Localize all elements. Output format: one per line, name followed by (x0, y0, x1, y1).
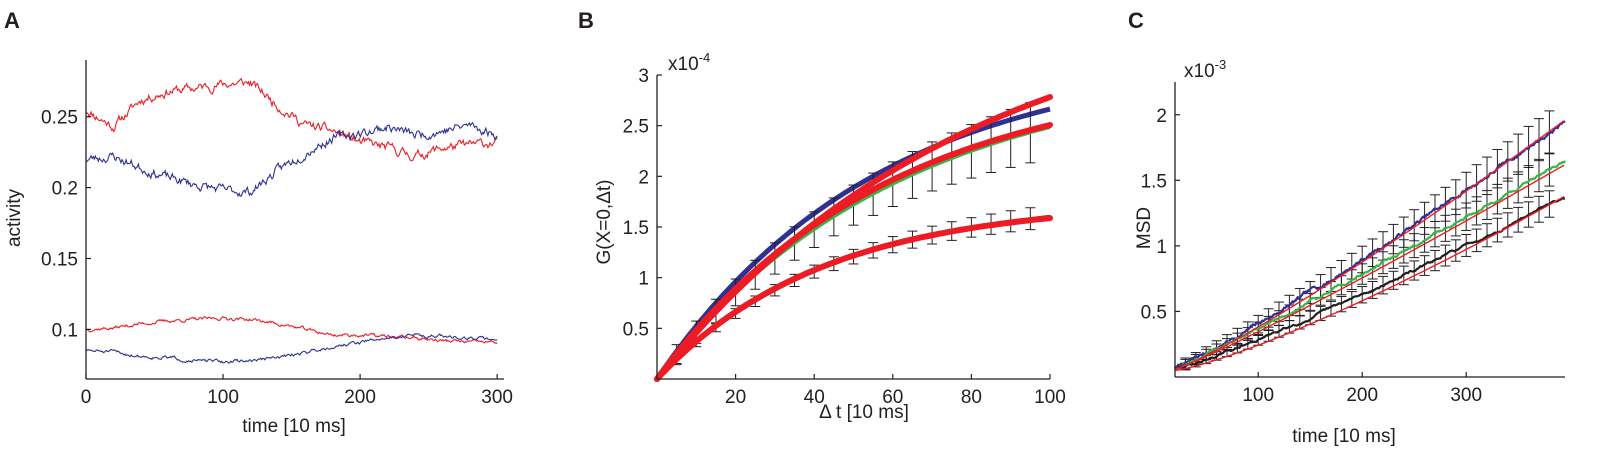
series-line-red (85, 316, 498, 345)
y-tick-label: 0.5 (623, 319, 649, 340)
panel-a-axes (85, 60, 504, 380)
panel-b: B 20 40 60 80 100 0.5 1 1.5 2 2.5 3 x10-4 Δ t [10 … (578, 8, 1066, 423)
y-tick-label: 2 (1156, 106, 1167, 127)
panel-b-scale-exponent: -4 (699, 50, 711, 65)
panel-b-letter: B (578, 8, 594, 33)
panel-b-scale-base: x10 (668, 54, 699, 75)
fit-line-red (1174, 195, 1565, 372)
panel-b-ticks: 20 40 60 80 100 0.5 1 1.5 2 2.5 3 (623, 66, 1066, 408)
panel-c-series (1174, 110, 1566, 372)
panel-a-y-axis-label: activity (4, 188, 25, 247)
x-tick-label: 100 (1034, 387, 1066, 408)
y-tick-label: 0.25 (41, 108, 78, 129)
x-tick-label: 200 (1346, 385, 1378, 406)
series-line-green (1174, 160, 1566, 371)
x-tick-label: 300 (1450, 385, 1482, 406)
y-tick-label: 1 (638, 269, 649, 290)
x-tick-label: 20 (725, 387, 746, 408)
fit-line-red (1174, 120, 1565, 370)
y-tick-label: 0.5 (1141, 302, 1167, 323)
y-tick-label: 0.2 (52, 179, 78, 200)
fit-line-red (1174, 164, 1565, 370)
x-tick-label: 300 (481, 387, 513, 408)
panel-c-axes (1174, 82, 1565, 378)
panel-b-series (654, 94, 1053, 382)
series-line-black (655, 214, 1051, 381)
x-tick-label: 100 (207, 387, 239, 408)
panel-a-ticks: 0 100 200 300 0.1 0.15 0.2 0.25 (41, 108, 513, 408)
panel-c-letter: C (1128, 8, 1144, 33)
panel-a-letter: A (4, 8, 20, 33)
y-tick-label: 2.5 (623, 117, 649, 138)
panel-c-scale-exponent: -3 (1215, 57, 1227, 72)
panel-c-y-axis-label: MSD (1134, 207, 1155, 249)
y-tick-label: 3 (638, 66, 649, 87)
x-tick-label: 80 (961, 387, 982, 408)
y-tick-label: 1.5 (1141, 171, 1167, 192)
y-tick-label: 0.15 (41, 249, 78, 270)
panel-c-scale-factor: x10-3 (1184, 57, 1226, 82)
x-tick-label: 200 (344, 387, 376, 408)
panel-b-y-axis-label: G(X=0,Δt) (594, 179, 615, 264)
panel-b-x-axis-label: Δ t [10 ms] (819, 402, 909, 423)
series-line-blue (85, 333, 498, 365)
series-line-blue (1174, 120, 1566, 370)
x-tick-label: 0 (81, 387, 92, 408)
x-tick-label: 60 (882, 387, 903, 408)
x-tick-label: 40 (804, 387, 825, 408)
x-tick-label: 100 (1242, 385, 1274, 406)
y-tick-label: 2 (638, 167, 649, 188)
panel-a-x-axis-label: time [10 ms] (242, 416, 345, 437)
panel-a-series (85, 77, 498, 365)
panel-c: C 100 200 300 0.5 1 1.5 2 x10-3 time [10 ms] M… (1128, 8, 1566, 447)
series-line-red (85, 77, 498, 162)
series-line-blue (85, 121, 498, 198)
y-tick-label: 1 (1156, 237, 1167, 258)
panel-c-x-axis-label: time [10 ms] (1292, 426, 1395, 447)
panel-b-scale-factor: x10-4 (668, 50, 710, 75)
y-tick-label: 0.1 (52, 320, 78, 341)
fit-line-red (654, 122, 1053, 382)
y-tick-label: 1.5 (623, 218, 649, 239)
fit-line-red (654, 215, 1053, 382)
panel-c-ticks: 100 200 300 0.5 1 1.5 2 (1141, 106, 1482, 406)
panel-c-scale-base: x10 (1184, 61, 1215, 82)
